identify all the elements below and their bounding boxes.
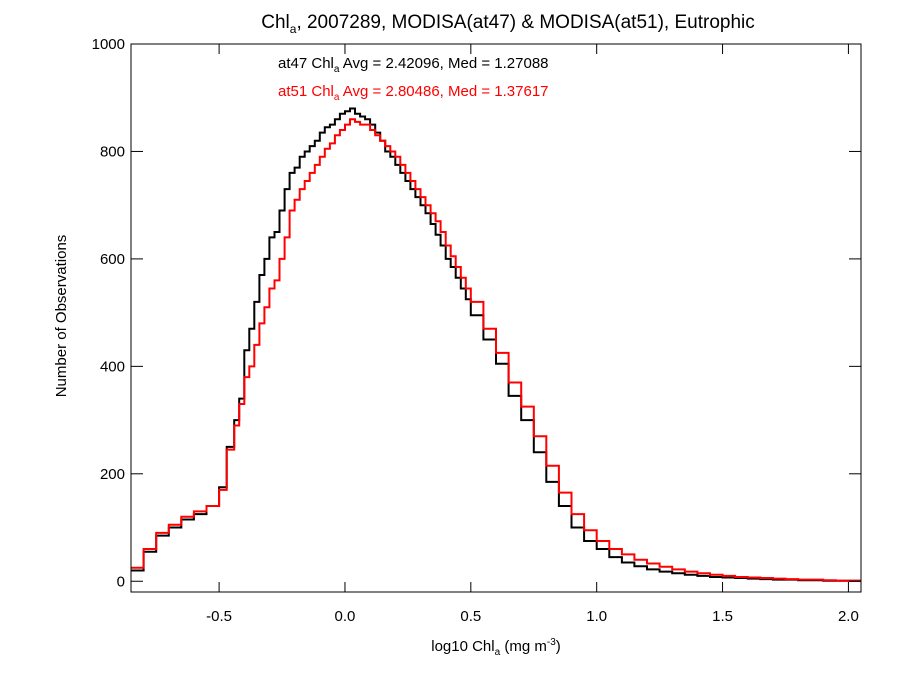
x-axis-label: log10 Chla (mg m-3) [431,637,561,658]
x-tick-label: 0.0 [335,608,356,625]
x-tick-label: 0.5 [460,608,481,625]
series-at51-line [131,118,861,582]
series-layer [131,107,861,582]
annotation-at47: at47 Chla Avg = 2.42096, Med = 1.27088 [278,55,549,75]
y-tick-label: 400 [100,358,125,375]
x-axis-ticks: -0.5 0.0 0.5 1.0 1.5 2.0 [206,44,859,625]
y-tick-label: 800 [100,143,125,160]
plot-frame [130,43,862,593]
x-tick-label: -0.5 [206,608,232,625]
y-tick-label: 600 [100,251,125,268]
x-tick-label: 1.0 [586,608,607,625]
y-tick-label: 1000 [92,36,125,53]
annotation-at51: at51 Chla Avg = 2.80486, Med = 1.37617 [278,83,549,103]
x-tick-label: 1.5 [712,608,733,625]
y-tick-label: 0 [117,573,125,590]
y-axis-ticks: 0 200 400 600 800 1000 [92,36,861,590]
x-tick-label: 2.0 [838,608,859,625]
y-axis-label: Number of Observations [53,235,70,398]
chart-title: Chla, 2007289, MODISA(at47) & MODISA(at5… [261,12,755,36]
y-tick-label: 200 [100,466,125,483]
series-at47-line [131,107,861,582]
